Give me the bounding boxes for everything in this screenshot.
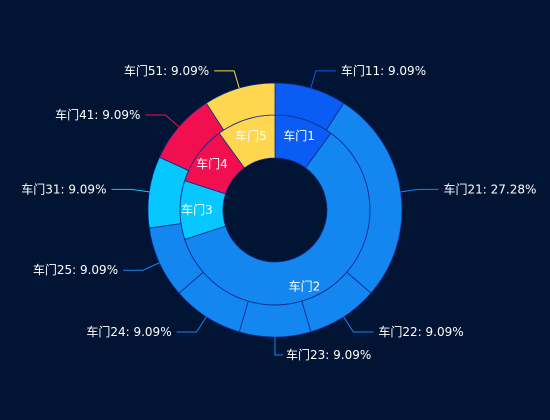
outer-slice-9[interactable] bbox=[205, 82, 276, 131]
inner-slice-label-3: 车门3 bbox=[181, 202, 213, 217]
leader-line-9 bbox=[214, 70, 240, 89]
outer-slice-label-6: 车门25: 9.09% bbox=[33, 262, 118, 277]
leader-line-6 bbox=[123, 262, 160, 271]
outer-slice-label-1: 车门11: 9.09% bbox=[341, 63, 426, 78]
outer-slice-4[interactable] bbox=[238, 300, 312, 338]
label-leader-lines bbox=[111, 70, 439, 356]
inner-slice-label-4: 车门4 bbox=[196, 156, 228, 171]
leader-line-8 bbox=[145, 114, 180, 128]
slice-labels: 车门1 车门2 车门3 车门4 车门5 车门11: 9.09% 车门21: 27.28% 车门… bbox=[21, 63, 536, 362]
inner-slice-label-1: 车门1 bbox=[283, 128, 315, 143]
outer-slice-label-5: 车门24: 9.09% bbox=[86, 324, 171, 339]
leader-line-2 bbox=[400, 188, 439, 193]
outer-slice-label-2: 车门21: 27.28% bbox=[444, 181, 537, 196]
outer-ring bbox=[147, 82, 403, 338]
leader-line-3 bbox=[343, 316, 374, 333]
outer-slice-label-9: 车门51: 9.09% bbox=[124, 63, 209, 78]
inner-slice-label-5: 车门5 bbox=[235, 128, 267, 143]
leader-line-7 bbox=[111, 188, 150, 193]
outer-slice-label-7: 车门31: 9.09% bbox=[21, 181, 106, 196]
leader-line-1 bbox=[310, 70, 336, 89]
leader-line-5 bbox=[176, 316, 207, 333]
outer-slice-label-3: 车门22: 9.09% bbox=[378, 324, 463, 339]
outer-slice-label-4: 车门23: 9.09% bbox=[286, 347, 371, 362]
outer-slice-label-8: 车门41: 9.09% bbox=[55, 107, 140, 122]
leader-line-4 bbox=[274, 337, 283, 356]
inner-slice-label-2: 车门2 bbox=[289, 279, 321, 294]
